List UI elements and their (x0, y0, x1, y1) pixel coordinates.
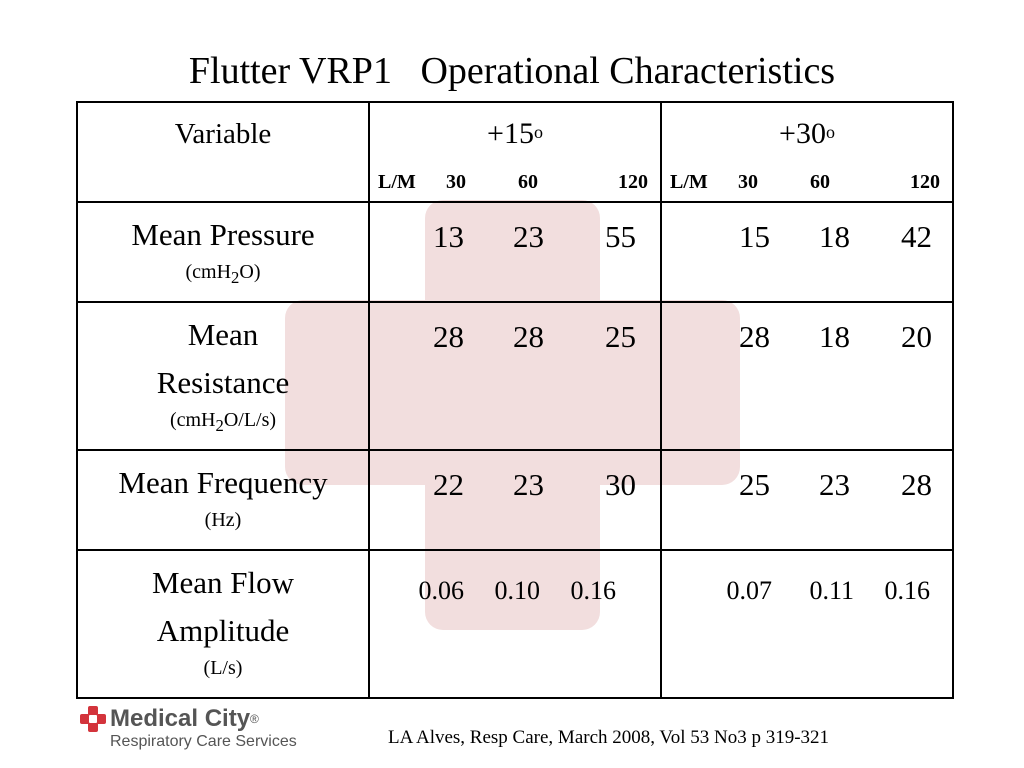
variable-cell: Mean Resistance (cmH2O/L/s) (76, 301, 370, 451)
value-cell: 42 (901, 219, 932, 254)
flow-30: 30 (738, 171, 758, 193)
value-cell: 13 (433, 219, 464, 254)
logo-name: Medical City® (110, 705, 259, 732)
flow-prefix: L/M (670, 171, 708, 193)
table-row: Mean Resistance (cmH2O/L/s) 28 28 25 28 1… (76, 301, 954, 451)
value-cell: 0.16 (570, 576, 617, 605)
values-30: 25 23 28 (660, 449, 954, 551)
value-cell: 28 (513, 319, 544, 354)
table-header-row: Variable +15o L/M 30 60 120 +30o L/M 30 … (76, 101, 954, 203)
value-cell: 22 (433, 467, 464, 502)
value-cell: 30 (605, 467, 636, 502)
variable-cell: Mean Frequency (Hz) (76, 449, 370, 551)
variable-name: Mean Flow Amplitude (151, 565, 295, 648)
value-cell: 18 (819, 219, 850, 254)
flow-labels-15: L/M 30 60 120 (378, 169, 648, 195)
cross-icon (80, 706, 106, 732)
values-30: 28 18 20 (660, 301, 954, 451)
medical-city-logo: Medical City® Respiratory Care Services (80, 704, 320, 754)
value-cell: 0.07 (726, 576, 773, 605)
header-group-30: +30o L/M 30 60 120 (660, 101, 954, 203)
value-cell: 25 (605, 319, 636, 354)
flow-120: 120 (910, 171, 940, 193)
value-cell: 20 (901, 319, 932, 354)
value-cell: 23 (513, 467, 544, 502)
value-cell: 25 (739, 467, 770, 502)
variable-unit: (L/s) (203, 657, 243, 679)
values-15: 22 23 30 (368, 449, 662, 551)
value-cell: 23 (513, 219, 544, 254)
value-cell: 0.06 (418, 576, 465, 605)
angle-label-30: +30o (779, 117, 835, 150)
value-cell: 18 (819, 319, 850, 354)
logo-subtitle: Respiratory Care Services (110, 733, 297, 750)
variable-cell: Mean Flow Amplitude (L/s) (76, 549, 370, 699)
slide-title: Flutter VRP1 Operational Characteristics (188, 50, 836, 92)
value-cell: 28 (901, 467, 932, 502)
value-cell: 0.11 (809, 576, 854, 605)
value-cell: 15 (739, 219, 770, 254)
header-group-15: +15o L/M 30 60 120 (368, 101, 662, 203)
table-row: Mean Pressure (cmH2O) 13 23 55 15 18 42 (76, 201, 954, 303)
variable-name: Mean Pressure (131, 217, 315, 252)
value-cell: 0.16 (884, 576, 931, 605)
values-15: 28 28 25 (368, 301, 662, 451)
variable-unit: (cmH2O/L/s) (169, 409, 277, 435)
variable-cell: Mean Pressure (cmH2O) (76, 201, 370, 303)
value-cell: 0.10 (494, 576, 541, 605)
header-variable: Variable (174, 118, 272, 150)
table-row: Mean Frequency (Hz) 22 23 30 25 23 28 (76, 449, 954, 551)
table-row: Mean Flow Amplitude (L/s) 0.06 0.10 0.16 … (76, 549, 954, 699)
value-cell: 28 (739, 319, 770, 354)
variable-name: Mean Resistance (156, 317, 290, 400)
variable-name: Mean Frequency (118, 465, 328, 500)
flow-30: 30 (446, 171, 466, 193)
value-cell: 23 (819, 467, 850, 502)
flow-labels-30: L/M 30 60 120 (670, 169, 940, 195)
value-cell: 55 (605, 219, 636, 254)
flow-prefix: L/M (378, 171, 416, 193)
flow-60: 60 (810, 171, 830, 193)
values-15: 0.06 0.10 0.16 (368, 549, 662, 699)
citation: LA Alves, Resp Care, March 2008, Vol 53 … (388, 727, 830, 748)
values-30: 0.07 0.11 0.16 (660, 549, 954, 699)
flow-120: 120 (618, 171, 648, 193)
variable-unit: (Hz) (204, 509, 242, 531)
flow-60: 60 (518, 171, 538, 193)
variable-unit: (cmH2O) (185, 261, 261, 287)
values-30: 15 18 42 (660, 201, 954, 303)
characteristics-table: Variable +15o L/M 30 60 120 +30o L/M 30 … (76, 101, 954, 699)
angle-label-15: +15o (487, 117, 543, 150)
values-15: 13 23 55 (368, 201, 662, 303)
header-variable-cell: Variable (76, 101, 370, 203)
value-cell: 28 (433, 319, 464, 354)
